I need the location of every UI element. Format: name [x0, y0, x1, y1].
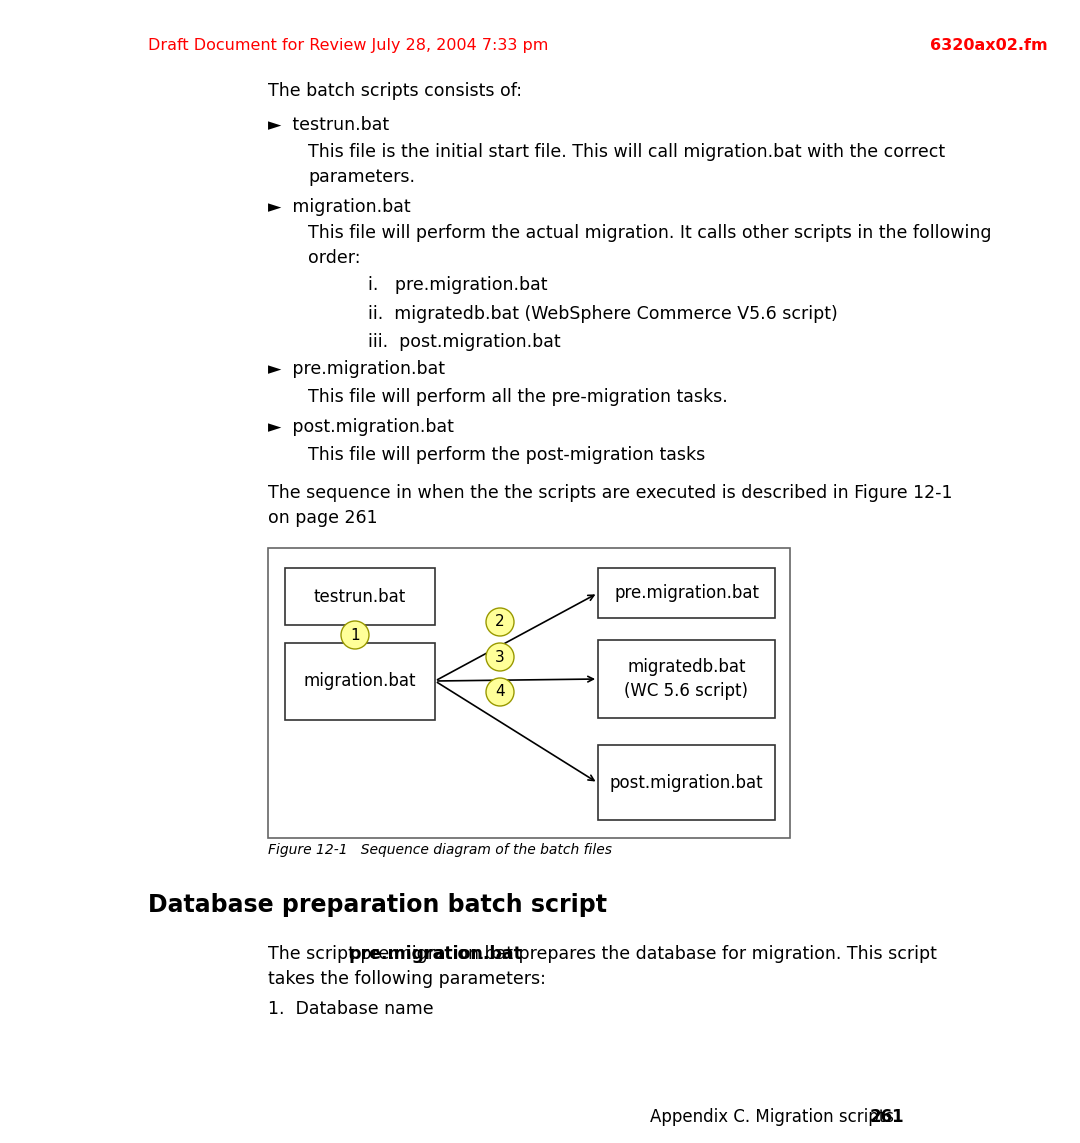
Text: ►  migration.bat: ► migration.bat	[268, 198, 410, 216]
Text: 1.  Database name: 1. Database name	[268, 1000, 434, 1018]
Text: The batch scripts consists of:: The batch scripts consists of:	[268, 82, 522, 99]
Text: This file will perform all the pre-migration tasks.: This file will perform all the pre-migra…	[308, 387, 728, 406]
Text: post.migration.bat: post.migration.bat	[610, 774, 764, 791]
Bar	[285, 568, 435, 625]
Text: This file will perform the post-migration tasks: This file will perform the post-migratio…	[308, 446, 705, 464]
Text: ►  pre.migration.bat: ► pre.migration.bat	[268, 360, 445, 378]
Bar	[598, 640, 775, 718]
Text: 2: 2	[496, 615, 504, 630]
Text: 6320ax02.fm: 6320ax02.fm	[930, 38, 1048, 53]
Text: 3: 3	[495, 649, 504, 664]
Text: This file is the initial start file. This will call migration.bat with the corre: This file is the initial start file. Thi…	[308, 143, 945, 186]
Text: ii.  migratedb.bat (WebSphere Commerce V5.6 script): ii. migratedb.bat (WebSphere Commerce V5…	[368, 305, 838, 323]
Text: ►  testrun.bat: ► testrun.bat	[268, 115, 389, 134]
Bar	[598, 568, 775, 618]
Circle shape	[341, 621, 369, 649]
Text: The sequence in when the the scripts are executed is described in Figure 12-1
on: The sequence in when the the scripts are…	[268, 483, 953, 527]
Text: Draft Document for Review July 28, 2004 7:33 pm: Draft Document for Review July 28, 2004 …	[148, 38, 549, 53]
Text: 4: 4	[496, 685, 504, 700]
Text: Figure 12-1   Sequence diagram of the batch files: Figure 12-1 Sequence diagram of the batc…	[268, 844, 612, 857]
Text: iii.  post.migration.bat: iii. post.migration.bat	[368, 333, 561, 351]
Text: pre.migration.bat: pre.migration.bat	[615, 584, 759, 602]
Text: migration.bat: migration.bat	[303, 672, 416, 690]
Circle shape	[486, 678, 514, 706]
Text: Appendix C. Migration scripts: Appendix C. Migration scripts	[650, 1108, 894, 1126]
Text: ►  post.migration.bat: ► post.migration.bat	[268, 418, 454, 435]
Bar	[285, 644, 435, 720]
Text: migratedb.bat
(WC 5.6 script): migratedb.bat (WC 5.6 script)	[624, 657, 748, 701]
Text: i.   pre.migration.bat: i. pre.migration.bat	[368, 275, 548, 294]
Circle shape	[486, 608, 514, 636]
Text: Database preparation batch script: Database preparation batch script	[148, 893, 607, 917]
Text: This file will perform the actual migration. It calls other scripts in the follo: This file will perform the actual migrat…	[308, 224, 991, 267]
Bar	[598, 745, 775, 820]
Text: 1: 1	[350, 628, 360, 642]
Text: The script pre.migration.bat prepares the database for migration. This script
ta: The script pre.migration.bat prepares th…	[268, 945, 936, 988]
Text: testrun.bat: testrun.bat	[314, 588, 406, 606]
Text: 261: 261	[870, 1108, 905, 1126]
Bar	[268, 547, 789, 838]
Circle shape	[486, 644, 514, 671]
Text: pre.migration.bat: pre.migration.bat	[348, 945, 522, 964]
